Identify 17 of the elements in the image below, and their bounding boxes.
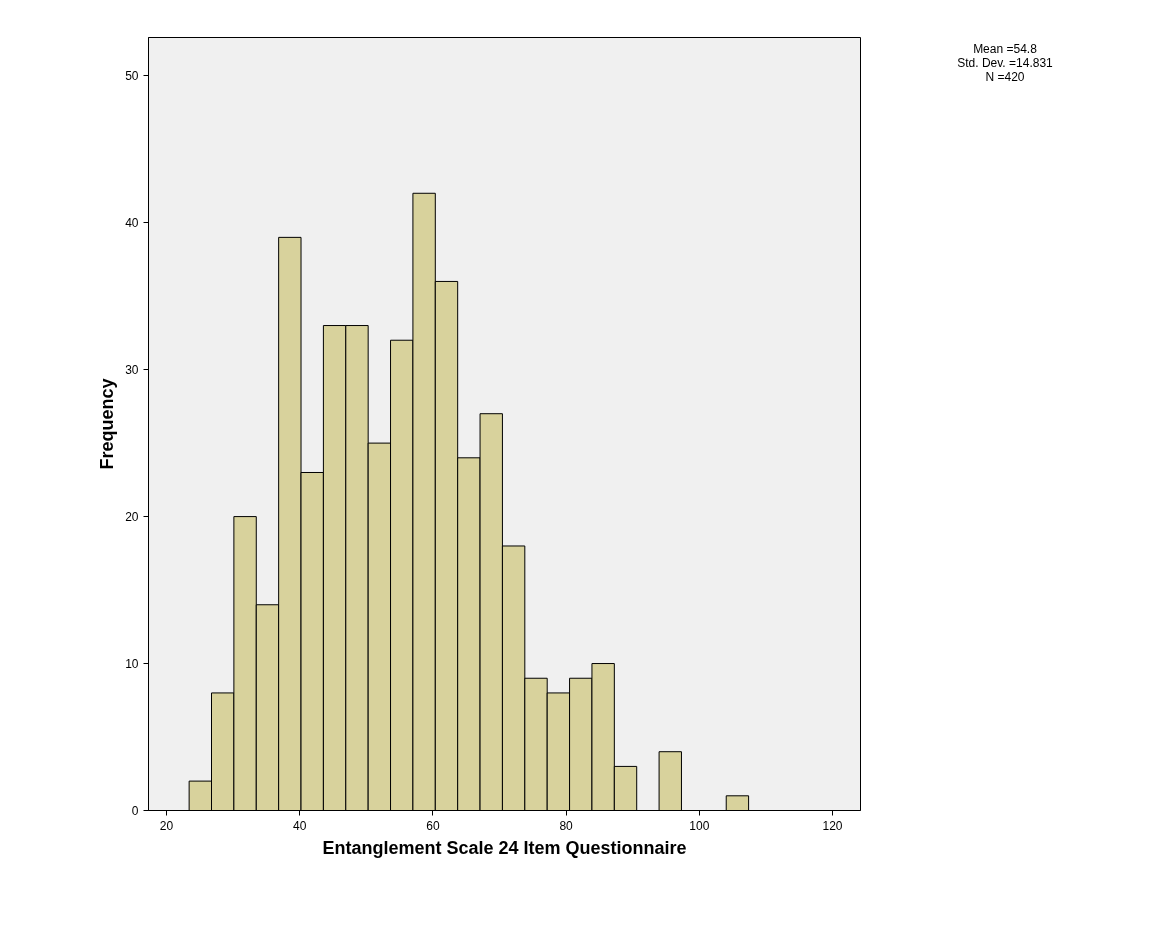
y-tick-label: 10 [125, 657, 139, 672]
x-tick-label: 120 [822, 818, 843, 833]
text: Std. Dev. =14.831 [957, 56, 1053, 70]
y-tick-label: 0 [131, 804, 139, 818]
x-tick-label: 80 [559, 818, 574, 833]
y-tick-label: 20 [125, 510, 139, 525]
y-tick-label: 30 [125, 363, 139, 378]
x-tick-label: 100 [689, 818, 710, 833]
y-axis-title: Frequency [97, 378, 118, 470]
x-tick-label: 60 [426, 818, 440, 833]
x-axis-title: Entanglement Scale 24 Item Questionnaire [322, 837, 687, 858]
y-tick-label: 40 [125, 216, 139, 231]
x-tick-label: 40 [293, 818, 307, 833]
x-tick-label: 20 [159, 818, 174, 833]
text: Mean =54.8 [973, 42, 1037, 56]
y-tick-label: 50 [125, 69, 139, 84]
text: N =420 [985, 70, 1025, 84]
